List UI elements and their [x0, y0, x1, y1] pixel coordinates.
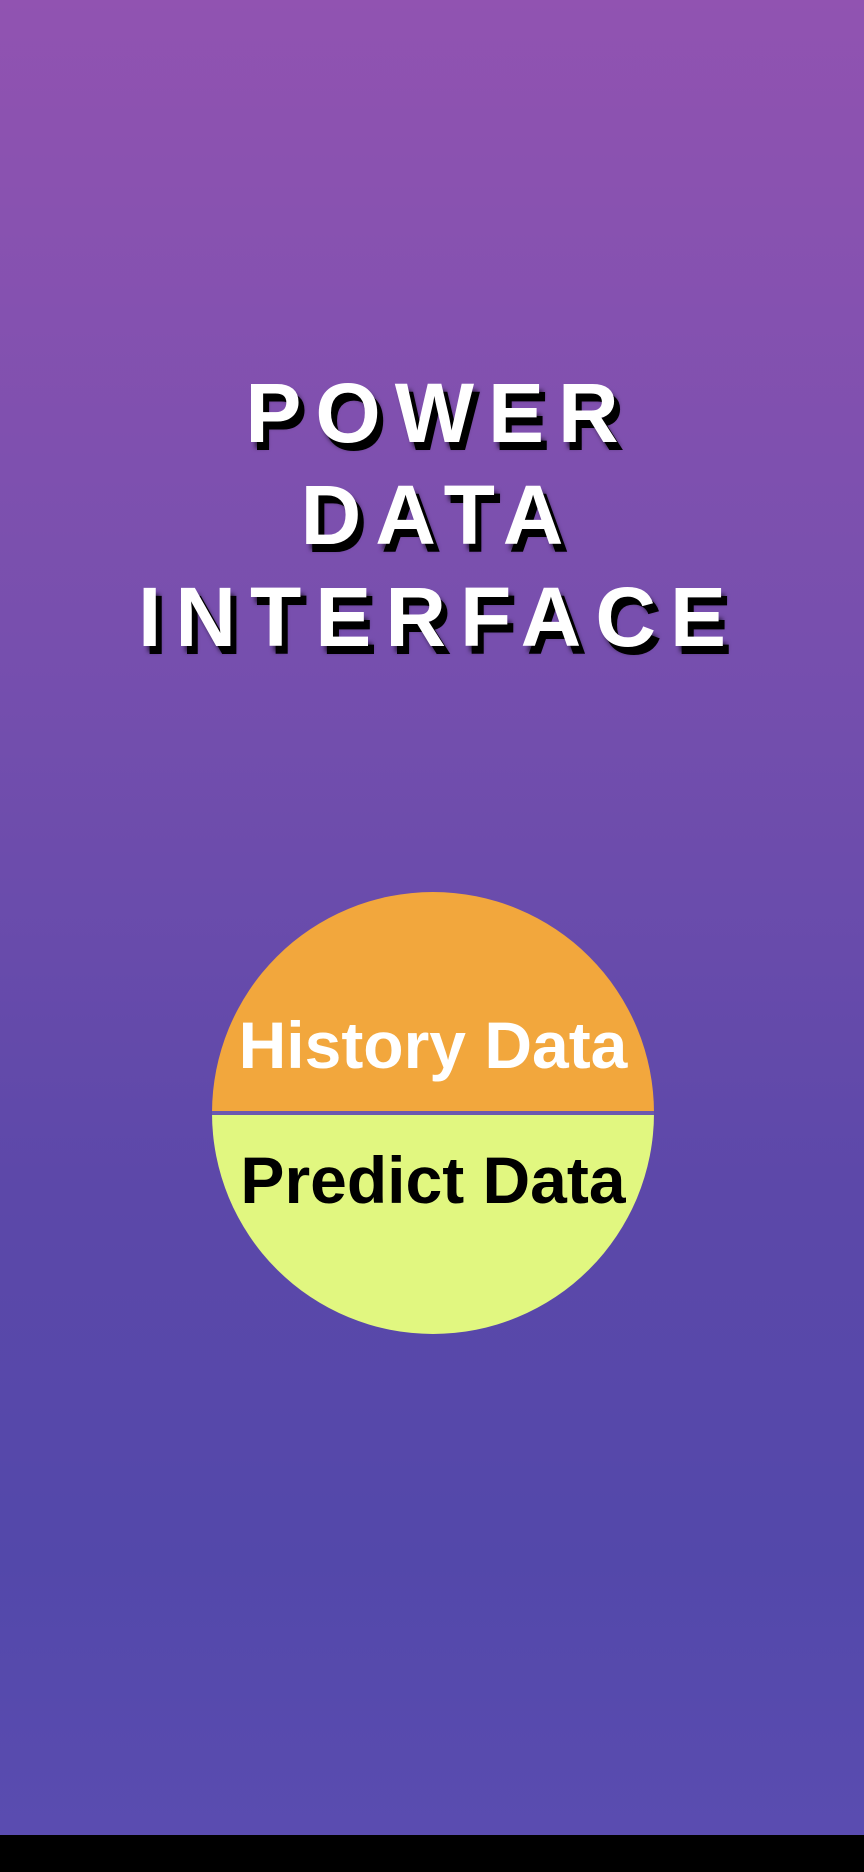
app-title: POWER DATA INTERFACE [0, 362, 864, 668]
data-menu-circle: History Data Predict Data [212, 892, 654, 1334]
system-navigation-bar [0, 1835, 864, 1872]
circle-divider [212, 1111, 654, 1115]
predict-data-label: Predict Data [240, 1143, 626, 1217]
title-line-power: POWER [245, 366, 633, 460]
history-data-button[interactable]: History Data [212, 892, 654, 1111]
history-data-label: History Data [238, 1008, 628, 1082]
title-line-data: DATA [300, 468, 578, 562]
title-line-interface: INTERFACE [137, 570, 741, 664]
predict-data-button[interactable]: Predict Data [212, 1115, 654, 1334]
